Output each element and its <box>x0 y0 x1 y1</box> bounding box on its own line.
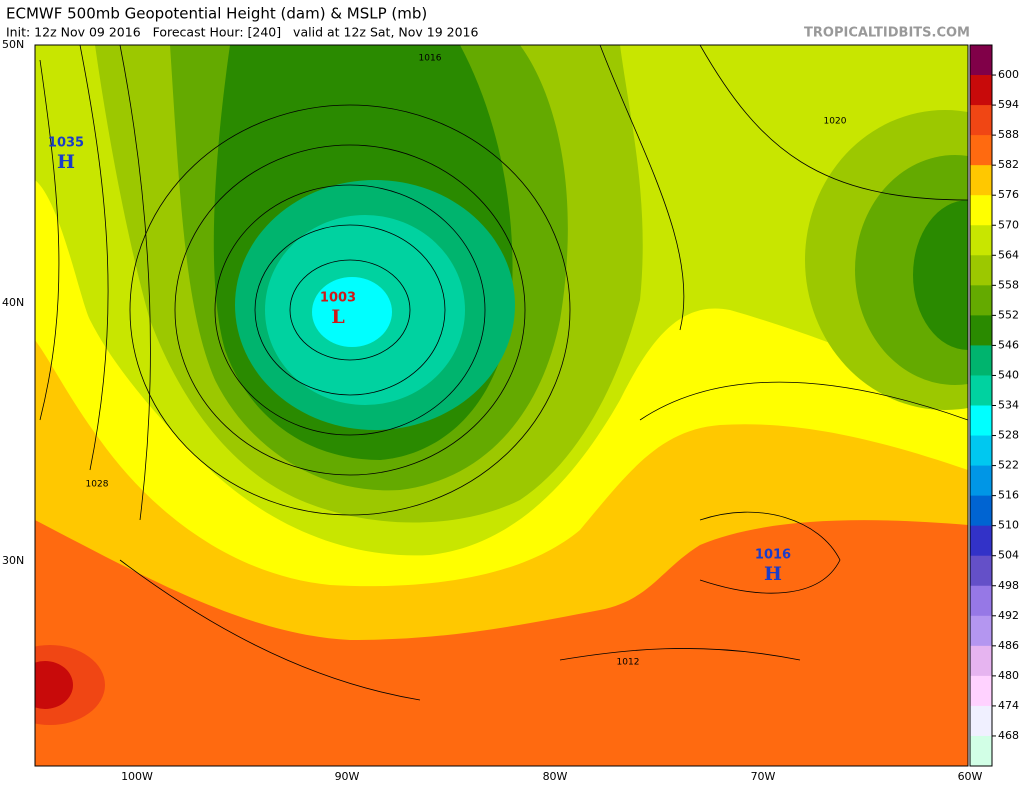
colorbar-swatch <box>970 405 992 437</box>
isobar <box>174 144 526 476</box>
isobar <box>39 59 60 421</box>
source: TROPICALTIDBITS.COM <box>804 26 970 41</box>
contour-label: 1012 <box>617 658 640 668</box>
map <box>35 45 968 766</box>
colorbar-swatch <box>970 555 992 587</box>
lon-label: 70W <box>751 770 776 783</box>
map-frame <box>34 44 969 767</box>
colorbar-swatch <box>970 705 992 737</box>
pressure-value: 1016 <box>755 548 791 563</box>
isobar <box>639 381 968 421</box>
height-fill <box>35 661 73 709</box>
lon-label: 100W <box>121 770 153 783</box>
lon-label: 60W <box>958 770 983 783</box>
isobar <box>129 104 571 516</box>
isobar <box>699 45 968 201</box>
colorbar-label: 528 <box>998 429 1019 442</box>
colorbar-label: 504 <box>998 549 1019 562</box>
isobar <box>699 511 841 594</box>
colorbar-label: 540 <box>998 368 1019 381</box>
colorbar-label: 498 <box>998 579 1019 592</box>
colorbar-label: 468 <box>998 729 1019 742</box>
lat-label: 50N <box>2 38 24 51</box>
colorbar-label: 576 <box>998 188 1019 201</box>
colorbar-swatch <box>970 195 992 226</box>
colorbar-swatch <box>970 645 992 677</box>
isobar <box>214 184 486 436</box>
colorbar-swatch <box>970 255 992 286</box>
colorbar-label: 474 <box>998 699 1019 712</box>
contour-label: 1028 <box>86 480 109 490</box>
colorbar-swatch <box>970 615 992 647</box>
colorbar-label: 546 <box>998 338 1019 351</box>
pressure-symbol: H <box>764 563 782 585</box>
isobar <box>289 259 411 361</box>
isobar <box>254 224 446 396</box>
colorbar-swatch <box>970 135 992 166</box>
isobar <box>599 45 685 331</box>
colorbar-swatch <box>970 465 992 497</box>
colorbar-label: 522 <box>998 459 1019 472</box>
colorbar-label: 600 <box>998 68 1019 81</box>
pressure-symbol: L <box>331 306 344 328</box>
lat-label: 40N <box>2 296 24 309</box>
pressure-value: 1003 <box>320 291 356 306</box>
title: ECMWF 500mb Geopotential Height (dam) & … <box>6 5 427 23</box>
colorbar-label: 516 <box>998 489 1019 502</box>
colorbar-label: 582 <box>998 158 1019 171</box>
isobar <box>119 45 151 521</box>
colorbar-label: 594 <box>998 98 1019 111</box>
colorbar-label: 510 <box>998 519 1019 532</box>
colorbar-swatch <box>970 735 992 767</box>
colorbar-label: 588 <box>998 128 1019 141</box>
colorbar-swatch <box>970 45 992 76</box>
isobar <box>559 648 801 661</box>
height-fill <box>312 277 392 347</box>
lat-label: 30N <box>2 554 24 567</box>
colorbar-swatch <box>970 225 992 256</box>
colorbar-swatch <box>970 105 992 136</box>
colorbar-swatch <box>970 585 992 617</box>
colorbar-label: 534 <box>998 399 1019 412</box>
colorbar-label: 564 <box>998 248 1019 261</box>
colorbar-swatch <box>970 525 992 557</box>
isobar <box>119 559 421 701</box>
subtitle: Init: 12z Nov 09 2016 Forecast Hour: [24… <box>6 25 478 40</box>
contour-label: 1016 <box>419 54 442 64</box>
colorbar-swatch <box>970 495 992 527</box>
colorbar-label: 492 <box>998 609 1019 622</box>
pressure-value: 1035 <box>48 136 84 151</box>
colorbar-swatch <box>970 75 992 106</box>
colorbar-swatch <box>970 675 992 707</box>
colorbar-label: 558 <box>998 278 1019 291</box>
colorbar-label: 486 <box>998 639 1019 652</box>
colorbar-label: 552 <box>998 308 1019 321</box>
colorbar-label: 480 <box>998 669 1019 682</box>
lon-label: 90W <box>335 770 360 783</box>
isobar <box>79 45 109 471</box>
pressure-symbol: H <box>57 151 75 173</box>
colorbar-swatch <box>970 165 992 196</box>
colorbar: 600 594 588 582 576 570 564 558 552 546 540 534 528 5… <box>969 44 1019 767</box>
colorbar-swatch <box>970 345 992 376</box>
contour-label: 1020 <box>824 117 847 127</box>
height-fill <box>913 200 968 350</box>
colorbar-swatch <box>970 435 992 467</box>
colorbar-swatch <box>970 315 992 346</box>
colorbar-label: 570 <box>998 218 1019 231</box>
lon-label: 80W <box>543 770 568 783</box>
colorbar-swatch <box>970 285 992 316</box>
colorbar-swatch <box>970 375 992 406</box>
